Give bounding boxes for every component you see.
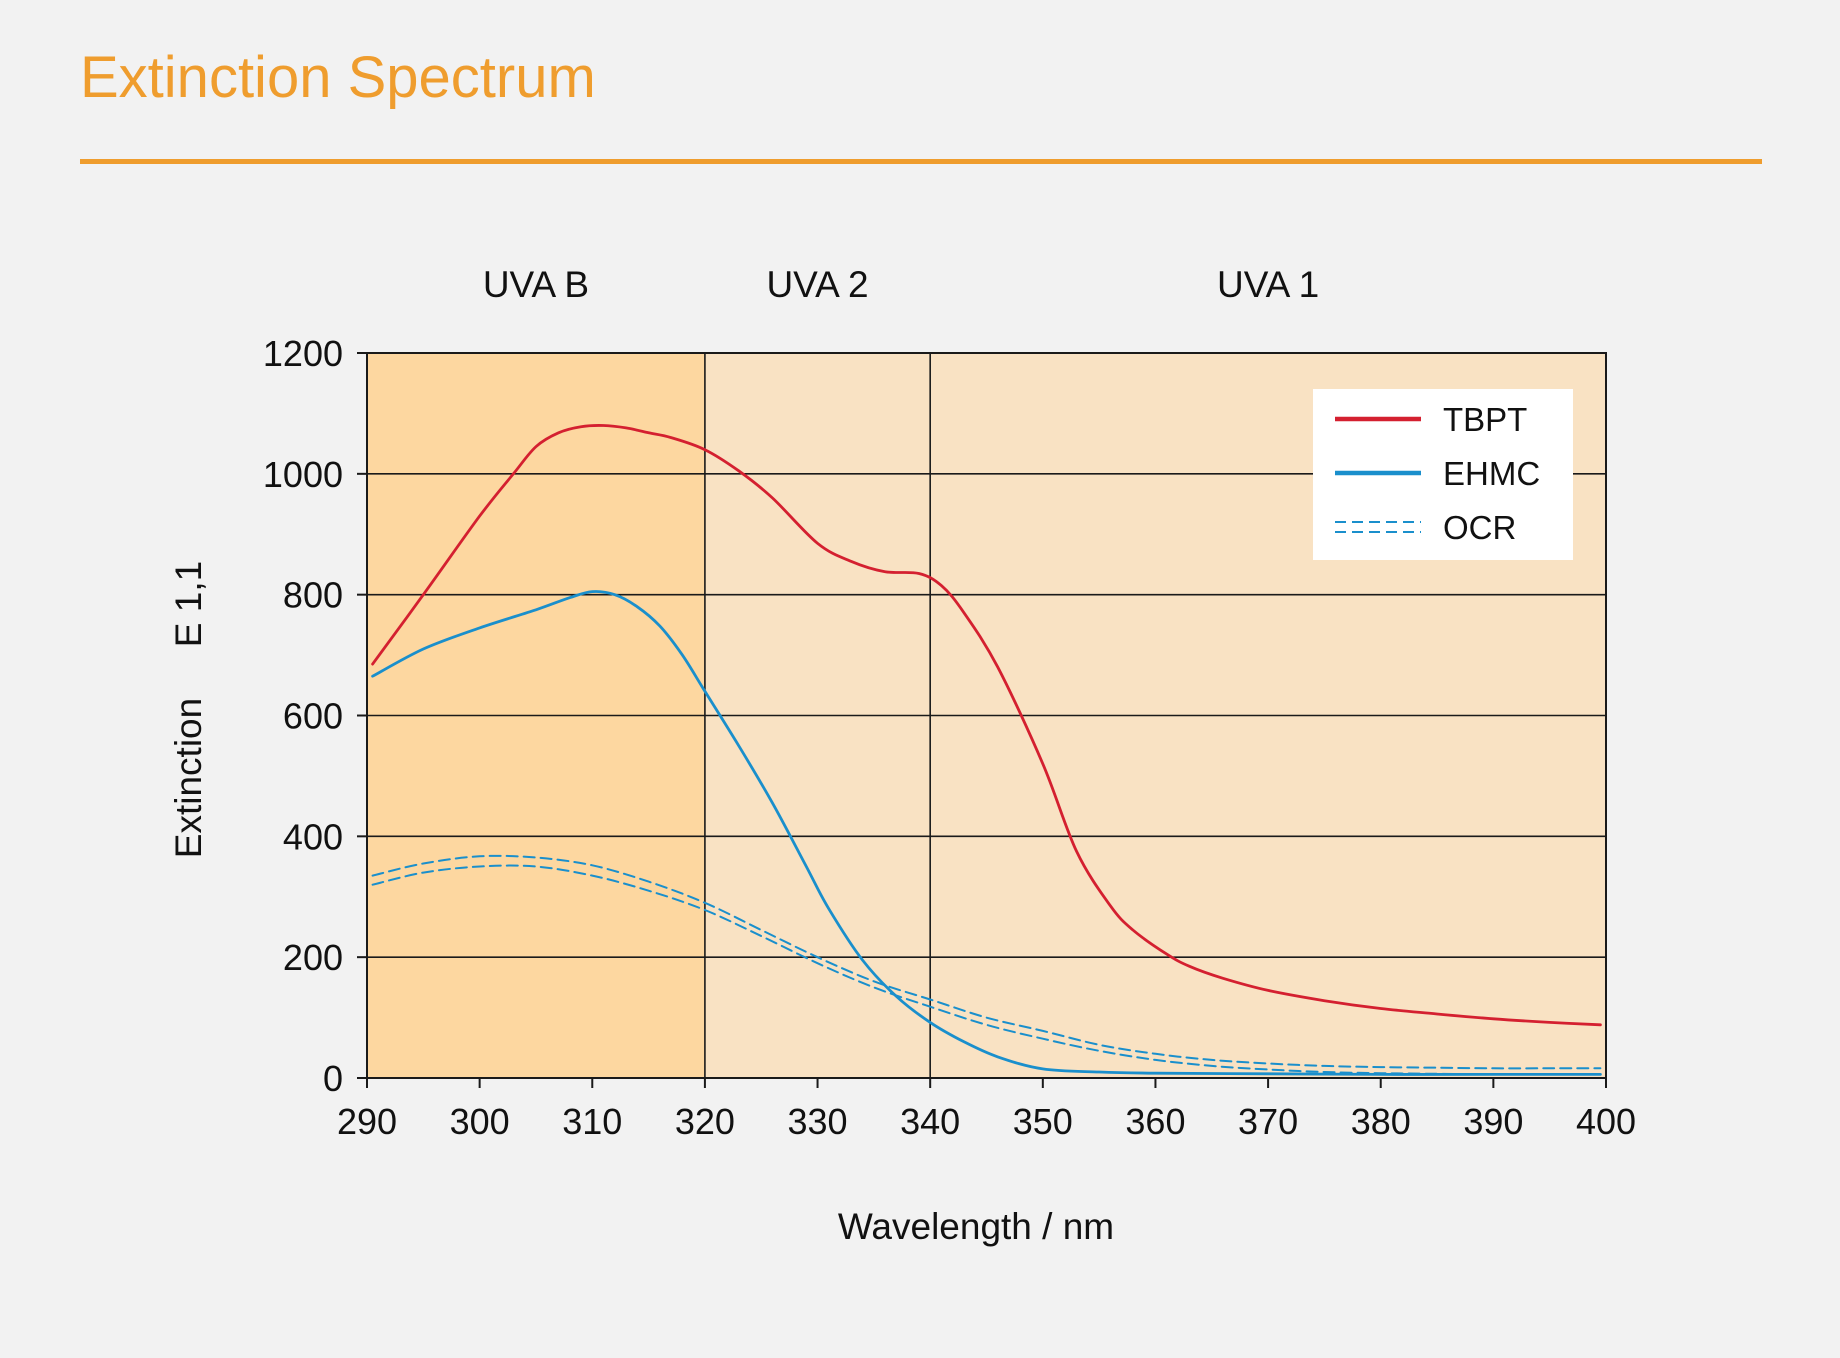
x-tick-label: 380: [1351, 1101, 1411, 1142]
x-tick-label: 320: [675, 1101, 735, 1142]
x-tick-label: 330: [788, 1101, 848, 1142]
title-underline: [80, 159, 1762, 164]
region-label: UVA 2: [766, 264, 868, 305]
y-tick-label: 1200: [263, 333, 343, 374]
x-tick-label: 400: [1576, 1101, 1636, 1142]
region-backgrounds: UVA B UVA 2 UVA 1: [367, 264, 1606, 1078]
y-axis-unit-label: E 1,1: [168, 561, 209, 647]
legend-label-ehmc: EHMC: [1443, 455, 1540, 492]
legend-label-ocr: OCR: [1443, 509, 1516, 546]
series-line-ocr: [371, 854, 1602, 1070]
x-tick-label: 390: [1463, 1101, 1523, 1142]
x-tick-label: 350: [1013, 1101, 1073, 1142]
x-tick-label: 370: [1238, 1101, 1298, 1142]
series-line-ocr-lower: [371, 864, 1602, 1076]
y-tick-label: 800: [283, 575, 343, 616]
x-tick-label: 310: [562, 1101, 622, 1142]
x-tick-label: 290: [337, 1101, 397, 1142]
y-tick-label: 400: [283, 816, 343, 857]
series-line-ehmc: [371, 590, 1602, 1076]
x-tick-label: 340: [900, 1101, 960, 1142]
series-lines: [371, 424, 1602, 1076]
region-label: UVA B: [483, 264, 589, 305]
series-line-tbpt: [371, 424, 1602, 1027]
page-title: Extinction Spectrum: [80, 45, 596, 110]
axes: 290 300 310 320 330 340 350 360 370 380 390 400 0 200…: [263, 333, 1636, 1142]
x-tick-label: 360: [1125, 1101, 1185, 1142]
legend: TBPT EHMC OCR: [1313, 389, 1573, 560]
x-tick-label: 300: [450, 1101, 510, 1142]
axis-labels: Wavelength / nm Extinction E 1,1: [168, 561, 1114, 1247]
x-axis-label: Wavelength / nm: [838, 1206, 1114, 1247]
y-axis-label: Extinction: [168, 698, 209, 858]
y-tick-label: 1000: [263, 454, 343, 495]
region-label: UVA 1: [1217, 264, 1319, 305]
y-tick-label: 200: [283, 937, 343, 978]
legend-label-tbpt: TBPT: [1443, 401, 1527, 438]
y-tick-label: 600: [283, 696, 343, 737]
y-tick-label: 0: [323, 1058, 343, 1099]
